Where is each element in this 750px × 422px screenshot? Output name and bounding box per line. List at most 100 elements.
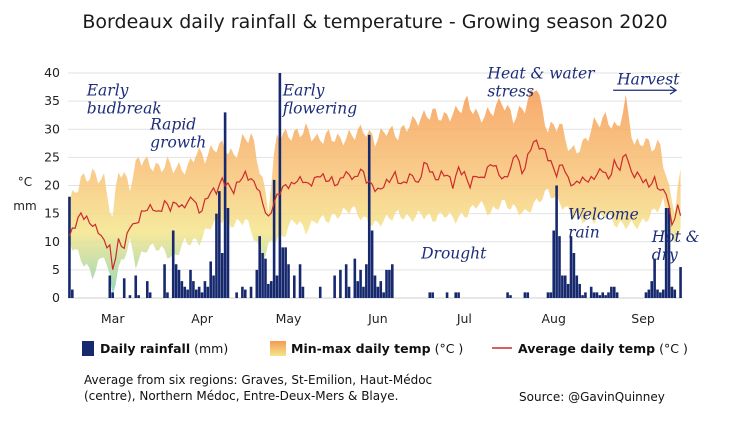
rainfall-bar	[171, 230, 175, 298]
rainfall-bar	[598, 295, 602, 298]
annotation: Early flowering	[282, 82, 357, 118]
rainfall-bar	[212, 275, 215, 298]
rainfall-bar	[209, 261, 212, 298]
rainfall-bar	[206, 286, 210, 298]
rainfall-bar	[134, 275, 138, 298]
rainfall-bar	[385, 269, 388, 298]
rainfall-bar	[226, 208, 230, 298]
rainfall-bar	[572, 253, 576, 298]
legend-band-swatch	[270, 341, 286, 356]
rainfall-bar	[174, 264, 178, 298]
y-tick-label: 5	[52, 262, 60, 277]
footnote-line-2: (centre), Northern Médoc, Entre-Deux-Mer…	[84, 389, 399, 403]
avg-temp-line	[68, 139, 682, 270]
rainfall-bar	[122, 278, 126, 298]
rainfall-bar	[376, 286, 380, 298]
rainfall-bar	[166, 292, 169, 298]
rainfall-bar	[71, 289, 74, 298]
rainfall-bar	[578, 283, 581, 298]
y-tick-label: 25	[44, 149, 60, 164]
rainfall-bar	[390, 264, 394, 298]
rainfall-bar	[287, 264, 290, 298]
rainfall-bar	[275, 275, 279, 298]
rainfall-bar	[267, 283, 270, 298]
rainfall-bar	[356, 281, 360, 298]
rainfall-bar	[604, 295, 607, 298]
x-tick-label: May	[276, 311, 302, 326]
rainfall-bar	[661, 289, 665, 298]
avg-temp-line-layer	[68, 139, 682, 270]
rainfall-bar	[445, 292, 449, 298]
rainfall-bar	[575, 275, 579, 298]
rainfall-bar	[186, 289, 189, 298]
rainfall-bar	[347, 286, 351, 298]
rainfall-bar	[388, 269, 391, 298]
rainfall-bar	[563, 275, 567, 298]
annotation: Drought	[420, 245, 487, 263]
x-tick-label: Jun	[367, 311, 388, 326]
rainfall-bar	[359, 269, 362, 298]
rainfall-bar	[128, 295, 132, 298]
y-tick-label: 35	[44, 93, 60, 108]
rainfall-bar	[215, 213, 218, 298]
rainfall-bar	[670, 286, 674, 298]
rainfall-bar	[650, 281, 654, 298]
y-axis-ticks: 0 5 10 15 20 25 30 35 40	[44, 65, 60, 305]
rainfall-bar	[569, 236, 573, 298]
rainfall-bar	[664, 208, 668, 298]
annotation: Harvest	[616, 70, 680, 88]
rainfall-bar	[428, 292, 432, 298]
rainfall-bar	[592, 292, 596, 298]
rainfall-bar	[431, 292, 434, 298]
rainfall-bar	[241, 286, 244, 298]
legend-band: Min-max daily temp (°C )	[291, 341, 463, 356]
rainfall-bar	[612, 286, 616, 298]
rainfall-bar	[601, 292, 605, 298]
rainfall-bar	[148, 292, 152, 298]
rainfall-bar	[644, 292, 648, 298]
rainfall-bar	[220, 253, 224, 298]
legend-rainfall-swatch	[82, 341, 94, 356]
chart-title: Bordeaux daily rainfall & temperature - …	[82, 11, 667, 33]
x-tick-label: Apr	[191, 311, 213, 326]
rainfall-bar	[235, 292, 238, 298]
footnote: Average from six regions: Graves, St-Emi…	[84, 372, 432, 404]
annotation: Heat & water stress	[486, 65, 596, 101]
rainfall-bar	[584, 292, 587, 298]
footnote-line-1: Average from six regions: Graves, St-Emi…	[84, 373, 433, 387]
rainfall-bar	[589, 286, 593, 298]
rainfall-bar	[203, 281, 207, 298]
rainfall-bar	[659, 292, 662, 298]
y-tick-label: 10	[44, 234, 60, 249]
rainfall-bar	[373, 275, 377, 298]
rainfall-bar	[607, 292, 610, 298]
rainfall-bar	[365, 264, 368, 298]
rainfall-bar	[362, 286, 365, 298]
rainfall-bar	[523, 292, 527, 298]
rainfall-bar	[673, 289, 677, 298]
rainfall-bar	[197, 286, 201, 298]
rainfall-bar	[189, 269, 192, 298]
harvest-arrow-head	[669, 85, 678, 95]
rainfall-bar	[183, 286, 187, 298]
annotation: Rapid growth	[149, 115, 206, 151]
legend-rainfall: Daily rainfall (mm)	[100, 341, 228, 356]
rainfall-bar	[223, 112, 227, 298]
x-tick-label: Mar	[101, 311, 125, 326]
rainfall-bar	[145, 281, 149, 298]
rainfall-bar	[194, 289, 198, 298]
rainfall-bar	[301, 286, 305, 298]
rainfall-bar	[509, 295, 512, 298]
rainfall-bar	[298, 264, 302, 298]
rainfall-bar	[111, 292, 114, 298]
rainfall-bar	[249, 286, 253, 298]
x-tick-label: Aug	[542, 311, 566, 326]
y-tick-label: 30	[44, 121, 60, 136]
rainfall-bar	[269, 281, 273, 298]
rainfall-bar	[180, 281, 184, 298]
rainfall-bar	[549, 292, 553, 298]
rainfall-bar	[177, 269, 181, 298]
rainfall-bars	[68, 73, 682, 298]
rainfall-bar	[261, 253, 264, 298]
